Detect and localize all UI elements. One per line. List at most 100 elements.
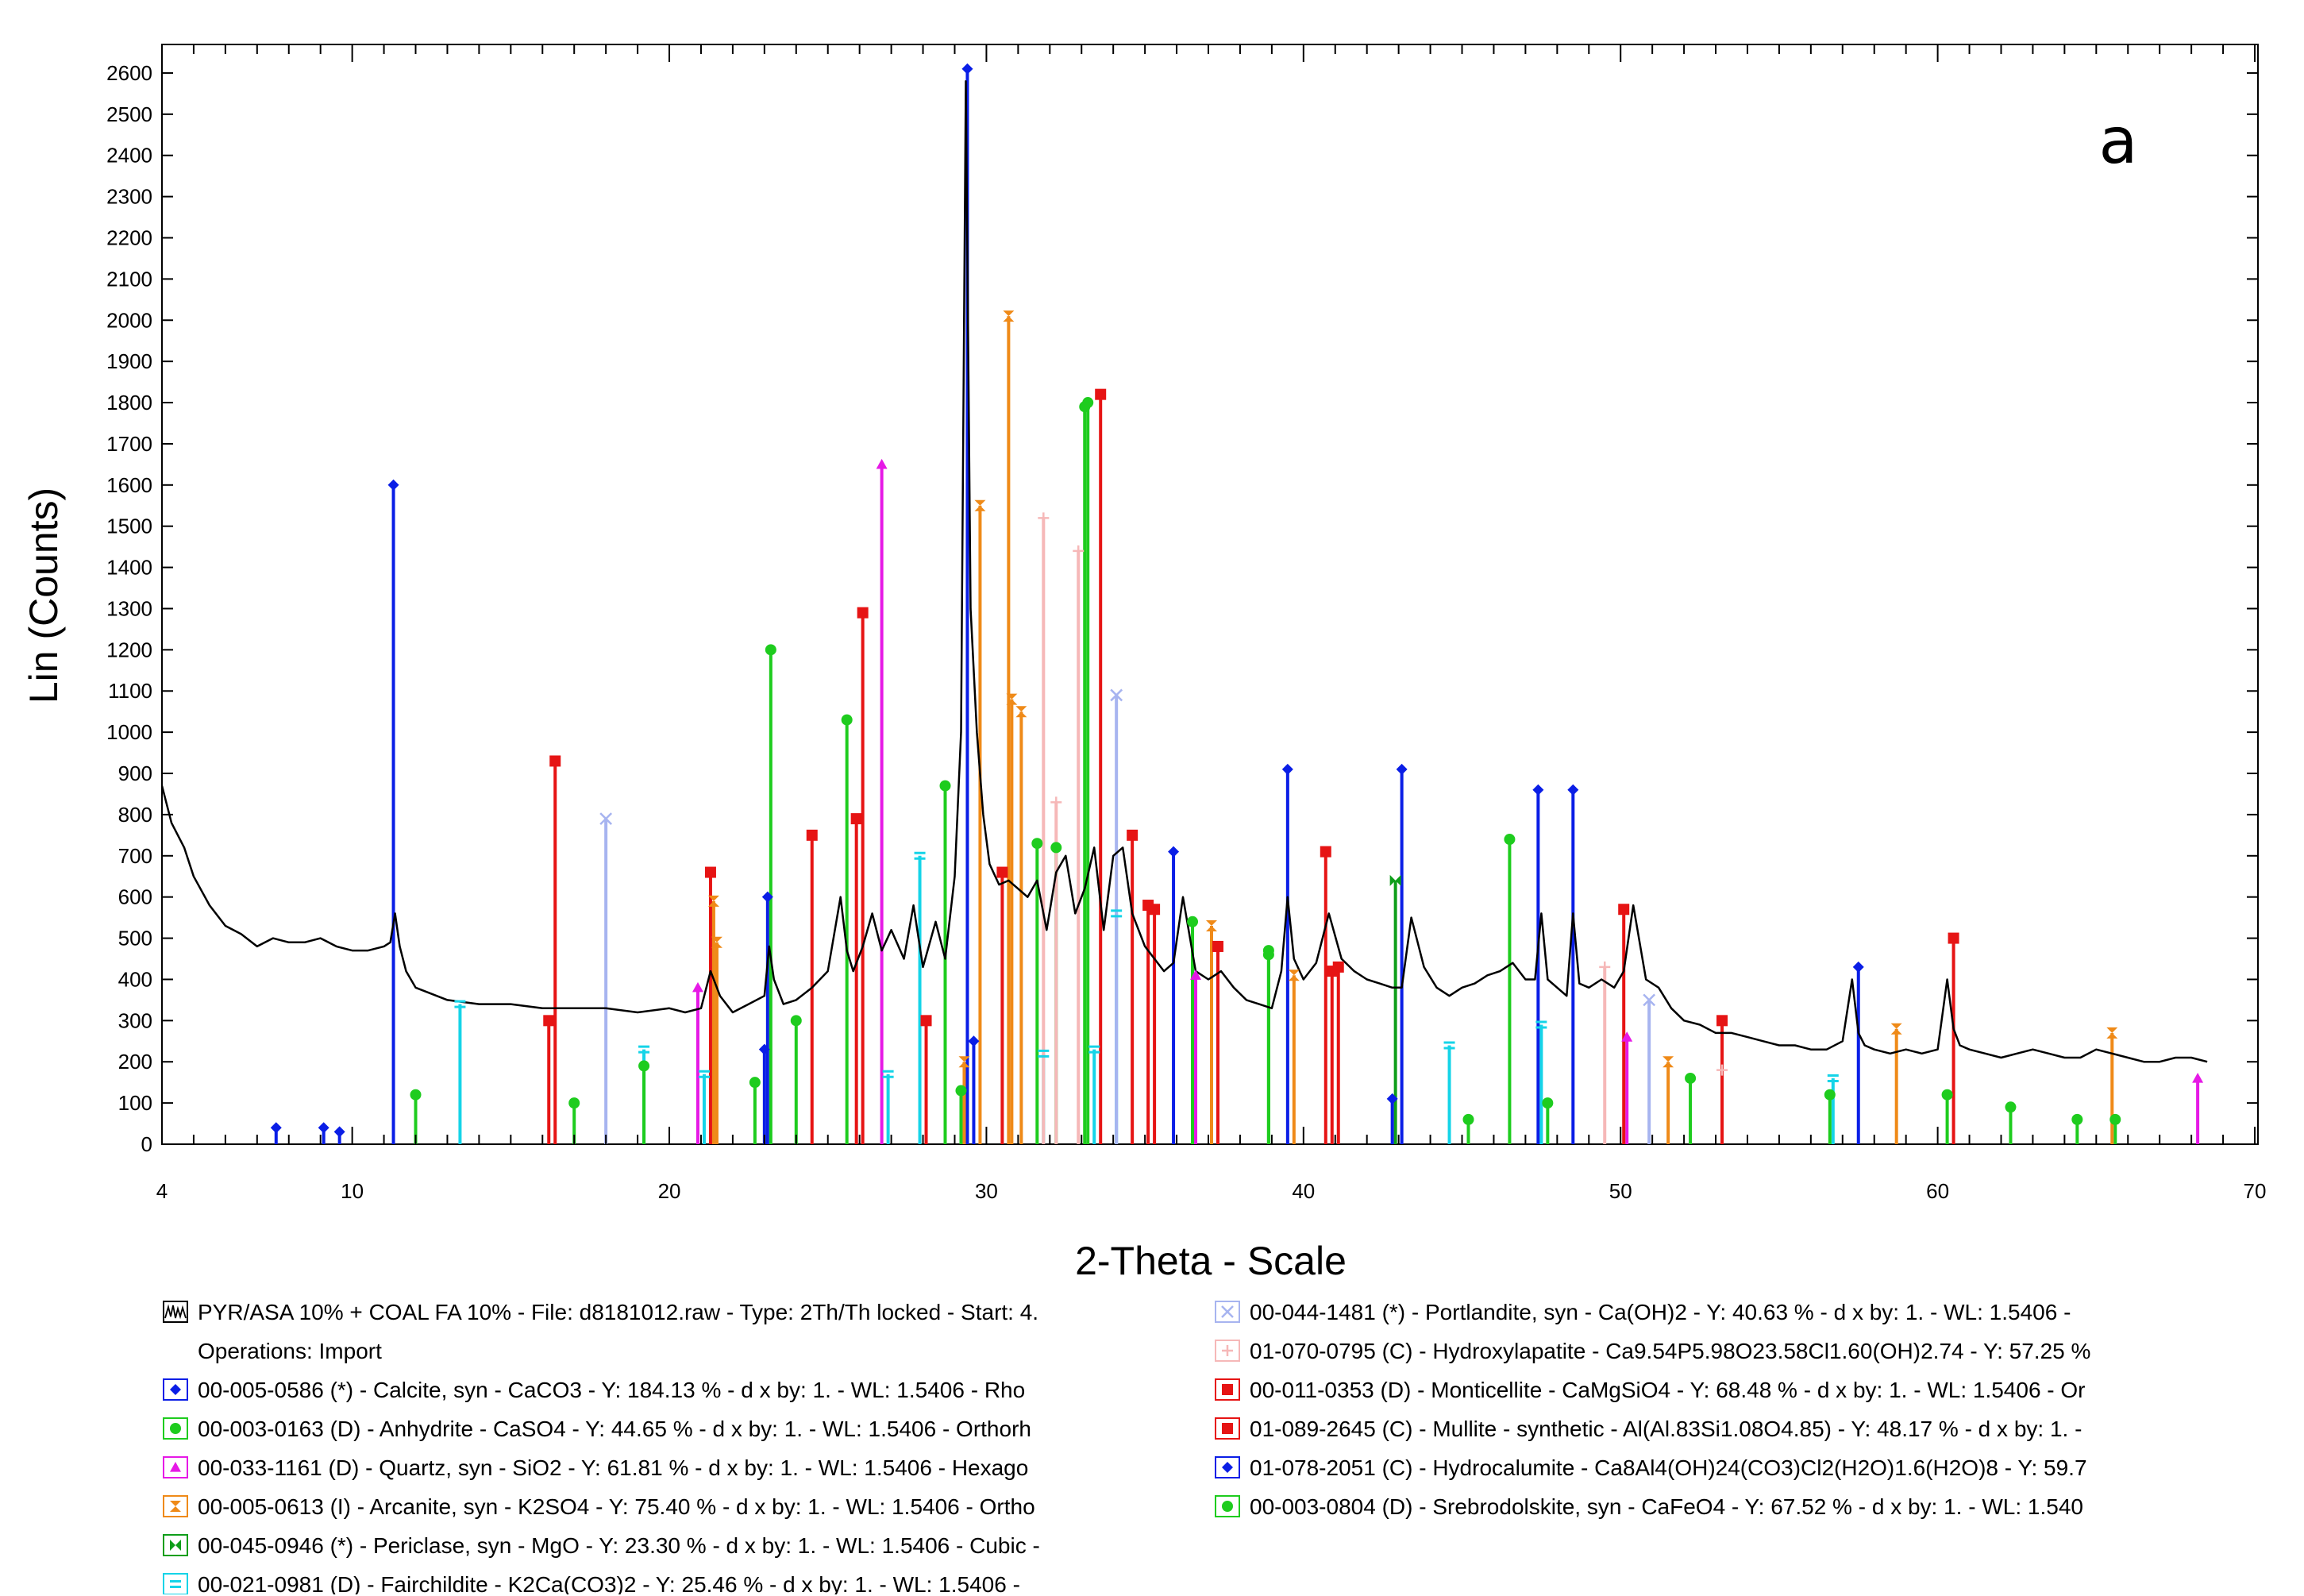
legend-swatch-triangle-icon	[163, 1456, 188, 1478]
legend-column-left: PYR/ASA 10% + COAL FA 10% - File: d81810…	[163, 1293, 1211, 1594]
marker-calcite	[1281, 763, 1293, 775]
legend-item-c6: 00-021-0981 (D) - Fairchildite - K2Ca(CO…	[163, 1565, 1211, 1594]
marker-periclase	[1389, 874, 1401, 886]
marker-fairchildite	[1038, 1049, 1050, 1058]
marker-srebrodolskite	[1079, 401, 1091, 413]
legend-swatch-pattern-icon	[163, 1301, 188, 1323]
legend-swatch-hourglass-icon	[163, 1495, 188, 1517]
marker-monticellite	[1212, 940, 1223, 952]
y-tick-label: 2200	[106, 226, 152, 249]
marker-fairchildite	[638, 1045, 650, 1054]
legend-item-c5: 00-045-0946 (*) - Periclase, syn - MgO -…	[163, 1526, 1211, 1565]
legend-swatch-diamond-icon	[163, 1378, 188, 1401]
marker-srebrodolskite	[790, 1015, 802, 1027]
x-tick-label: 70	[2244, 1179, 2267, 1203]
marker-hydroxylapatite	[1716, 1064, 1728, 1076]
marker-hydroxylapatite	[1599, 961, 1611, 973]
legend-item-c9: 00-011-0353 (D) - Monticellite - CaMgSiO…	[1215, 1370, 2263, 1409]
legend-item-c0: PYR/ASA 10% + COAL FA 10% - File: d81810…	[163, 1293, 1211, 1332]
marker-fairchildite	[882, 1070, 894, 1078]
legend-text: 00-044-1481 (*) - Portlandite, syn - Ca(…	[1250, 1300, 2071, 1324]
marker-arcanite	[974, 499, 986, 511]
legend-text: 00-021-0981 (D) - Fairchildite - K2Ca(CO…	[198, 1572, 1020, 1594]
legend-item-c12: 00-003-0804 (D) - Srebrodolskite, syn - …	[1215, 1487, 2263, 1526]
marker-calcite	[1567, 784, 1579, 796]
marker-monticellite	[920, 1015, 932, 1027]
marker-portlandite	[1643, 993, 1656, 1007]
marker-monticellite	[996, 866, 1008, 878]
y-tick-label: 2100	[106, 267, 152, 291]
marker-monticellite	[704, 866, 716, 878]
legend-item-c2: 00-003-0163 (D) - Anhydrite - CaSO4 - Y:…	[163, 1409, 1211, 1448]
marker-monticellite	[1948, 932, 1959, 944]
y-tick-label: 1300	[106, 596, 152, 620]
marker-anhydrite	[939, 780, 951, 792]
marker-portlandite	[599, 812, 613, 825]
legend-text: 01-078-2051 (C) - Hydrocalumite - Ca8Al4…	[1250, 1455, 2087, 1480]
marker-calcite	[1396, 763, 1408, 775]
y-axis-title: Lin (Counts)	[21, 488, 66, 704]
marker-srebrodolskite	[2071, 1113, 2083, 1125]
marker-anhydrite	[1504, 834, 1516, 846]
legend-swatch-square-icon	[1215, 1378, 1240, 1401]
y-tick-label: 300	[118, 1008, 152, 1032]
marker-monticellite	[549, 755, 561, 767]
y-axis-ticks: 0 100 200 300 400 500 600 700 800 900 1000 1100 1200…	[106, 61, 2258, 1156]
marker-monticellite	[1618, 904, 1630, 916]
marker-mullite	[1095, 388, 1107, 400]
y-tick-label: 200	[118, 1050, 152, 1074]
marker-calcite	[270, 1122, 282, 1134]
legend-item-c11: 01-078-2051 (C) - Hydrocalumite - Ca8Al4…	[1215, 1448, 2263, 1487]
legend: PYR/ASA 10% + COAL FA 10% - File: d81810…	[163, 1293, 2267, 1594]
legend-text: 00-011-0353 (D) - Monticellite - CaMgSiO…	[1250, 1378, 2086, 1402]
marker-fairchildite	[1111, 909, 1123, 918]
panel-label: a	[2098, 104, 2137, 178]
reference-sticks	[274, 68, 2200, 1144]
y-tick-label: 1700	[106, 432, 152, 456]
marker-srebrodolskite	[1542, 1097, 1554, 1109]
marker-anhydrite	[410, 1089, 422, 1101]
marker-fairchildite	[1827, 1074, 1839, 1082]
x-tick-label: 60	[1926, 1179, 1949, 1203]
marker-monticellite	[1320, 846, 1331, 858]
y-tick-label: 1600	[106, 473, 152, 497]
marker-fairchildite	[914, 851, 926, 860]
marker-hydrocalumite	[758, 1043, 770, 1055]
x-tick-label: 10	[341, 1179, 364, 1203]
marker-arcanite	[1015, 706, 1027, 718]
legend-text: 01-089-2645 (C) - Mullite - synthetic - …	[1250, 1417, 2082, 1441]
y-tick-label: 2000	[106, 308, 152, 332]
legend-text: 00-005-0586 (*) - Calcite, syn - CaCO3 -…	[198, 1378, 1026, 1402]
marker-arcanite	[1205, 920, 1217, 931]
marker-anhydrite	[749, 1077, 761, 1089]
marker-fairchildite	[1535, 1020, 1547, 1029]
legend-text: 00-005-0613 (I) - Arcanite, syn - K2SO4 …	[198, 1494, 1035, 1519]
marker-fairchildite	[1088, 1045, 1100, 1054]
marker-monticellite	[857, 607, 869, 619]
y-tick-label: 800	[118, 803, 152, 827]
marker-anhydrite	[568, 1097, 580, 1109]
marker-anhydrite	[1031, 838, 1043, 850]
y-tick-label: 2400	[106, 144, 152, 168]
marker-anhydrite	[841, 714, 853, 726]
y-tick-label: 900	[118, 761, 152, 785]
marker-arcanite	[1288, 970, 1300, 981]
legend-swatch-equals-icon	[163, 1573, 188, 1594]
x-tick-label: 20	[658, 1179, 681, 1203]
marker-fairchildite	[1443, 1041, 1455, 1050]
legend-swatch-square-icon	[1215, 1417, 1240, 1440]
marker-monticellite	[1127, 829, 1139, 841]
marker-fairchildite	[454, 1000, 466, 1008]
marker-srebrodolskite	[1462, 1113, 1474, 1125]
marker-hydrocalumite	[968, 1035, 980, 1047]
marker-arcanite	[1890, 1023, 1902, 1035]
y-tick-label: 1400	[106, 556, 152, 580]
y-tick-label: 100	[118, 1091, 152, 1115]
y-tick-label: 700	[118, 844, 152, 868]
marker-calcite	[318, 1122, 329, 1134]
marker-srebrodolskite	[1685, 1072, 1697, 1084]
marker-srebrodolskite	[638, 1060, 650, 1072]
legend-swatch-circle-icon	[1215, 1495, 1240, 1517]
diffraction-pattern	[160, 80, 2208, 1063]
marker-quartz	[1190, 970, 1202, 980]
